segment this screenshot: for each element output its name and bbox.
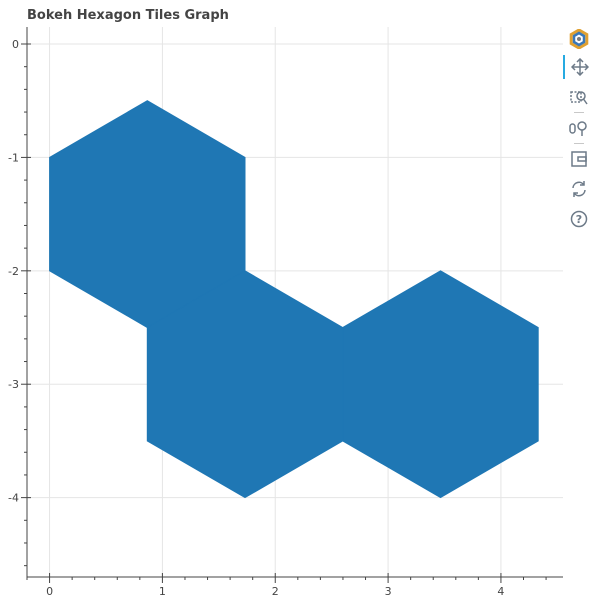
svg-text:?: ? xyxy=(576,213,582,226)
x-tick-label: 3 xyxy=(385,585,392,598)
hex-tile[interactable] xyxy=(342,270,539,499)
help-tool-icon[interactable]: ? xyxy=(563,207,595,231)
hex-tiles xyxy=(49,100,539,499)
y-tick-label: -4 xyxy=(8,492,19,505)
wheel-zoom-tool-icon[interactable] xyxy=(563,116,595,140)
x-tick-label: 0 xyxy=(46,585,53,598)
y-tick-label: 0 xyxy=(12,38,19,51)
save-tool-icon[interactable] xyxy=(563,147,595,171)
toolbar-divider xyxy=(574,143,584,144)
x-tick-label: 1 xyxy=(159,585,166,598)
bokeh-logo-icon[interactable] xyxy=(563,27,595,51)
pan-tool-icon[interactable] xyxy=(563,55,595,79)
box-zoom-tool-icon[interactable] xyxy=(563,86,595,110)
y-tick-label: -3 xyxy=(8,378,19,391)
y-tick-label: -1 xyxy=(8,151,19,164)
y-tick-label: -2 xyxy=(8,265,19,278)
axes: 0 1 2 3 4 0 -1 -2 -3 -4 xyxy=(8,27,563,598)
x-tick-label: 2 xyxy=(272,585,279,598)
reset-tool-icon[interactable] xyxy=(563,177,595,201)
toolbar-divider xyxy=(574,112,584,113)
x-tick-label: 4 xyxy=(497,585,504,598)
toolbar: ? xyxy=(563,27,595,247)
chart-title: Bokeh Hexagon Tiles Graph xyxy=(27,8,229,23)
